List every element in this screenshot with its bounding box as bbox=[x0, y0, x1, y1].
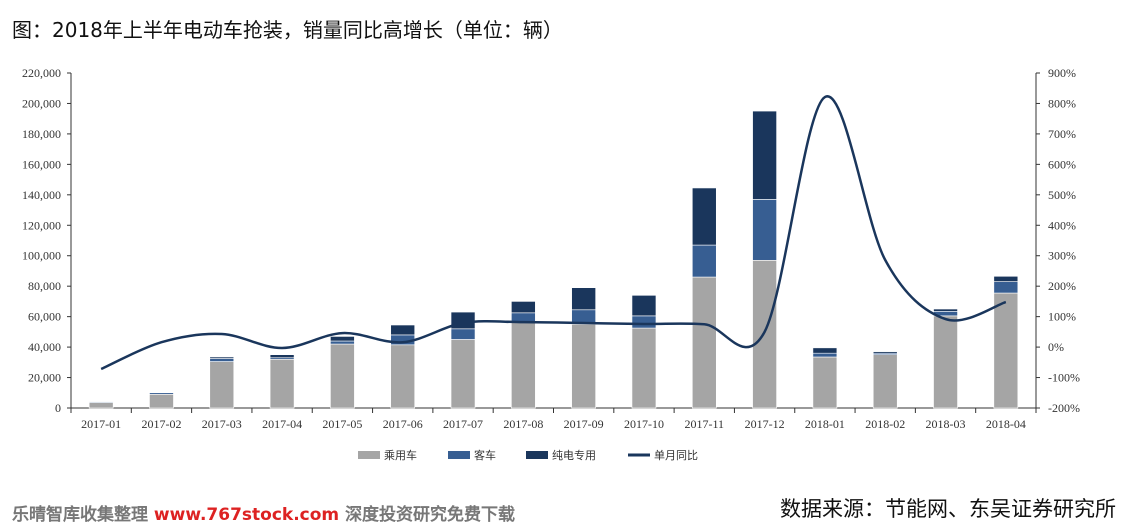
x-tick-label: 2017-08 bbox=[503, 417, 543, 431]
bar-乘用车 bbox=[450, 339, 476, 409]
legend-swatch-纯电专用 bbox=[526, 451, 548, 459]
bar-客车 bbox=[812, 352, 838, 358]
right-tick-label: 900% bbox=[1048, 66, 1076, 80]
bar-纯电专用 bbox=[511, 301, 536, 314]
bar-乘用车 bbox=[691, 276, 717, 409]
x-tick-label: 2017-06 bbox=[383, 417, 423, 431]
x-tick-label: 2017-07 bbox=[443, 417, 483, 431]
watermark: 乐晴智库收集整理 www.767stock.com 深度投资研究免费下载 bbox=[12, 500, 515, 525]
x-tick-label: 2017-12 bbox=[745, 417, 785, 431]
left-tick-label: 40,000 bbox=[28, 340, 61, 354]
left-tick-label: 0 bbox=[55, 401, 61, 415]
line-单月同比 bbox=[100, 95, 1007, 371]
left-tick-label: 80,000 bbox=[28, 279, 61, 293]
bar-纯电专用 bbox=[390, 324, 416, 336]
bar-乘用车 bbox=[511, 321, 536, 409]
left-tick-label: 160,000 bbox=[22, 157, 61, 171]
bar-纯电专用 bbox=[993, 275, 1019, 282]
legend-label: 单月同比 bbox=[654, 449, 698, 462]
right-tick-label: 700% bbox=[1048, 127, 1076, 141]
bar-客车 bbox=[993, 281, 1019, 294]
x-tick-label: 2018-01 bbox=[805, 417, 845, 431]
x-tick-label: 2017-03 bbox=[202, 417, 242, 431]
right-tick-label: -200% bbox=[1048, 401, 1080, 415]
bar-乘用车 bbox=[390, 344, 416, 409]
bar-纯电专用 bbox=[933, 308, 958, 312]
bar-乘用车 bbox=[149, 393, 174, 409]
bar-客车 bbox=[88, 401, 114, 403]
right-tick-label: 300% bbox=[1048, 249, 1076, 263]
x-tick-label: 2017-01 bbox=[81, 417, 121, 431]
bar-乘用车 bbox=[330, 343, 355, 409]
x-tick-label: 2017-10 bbox=[624, 417, 664, 431]
source-note: 数据来源：节能网、东吴证券研究所 bbox=[780, 497, 1116, 521]
legend-label: 客车 bbox=[474, 448, 496, 462]
bar-乘用车 bbox=[269, 358, 295, 409]
bar-客车 bbox=[511, 312, 536, 323]
legend-swatch-乘用车 bbox=[358, 451, 380, 459]
left-tick-label: 180,000 bbox=[22, 127, 61, 141]
bar-纯电专用 bbox=[330, 336, 355, 342]
x-tick-label: 2017-09 bbox=[564, 417, 604, 431]
bar-纯电专用 bbox=[571, 287, 596, 311]
right-tick-label: 200% bbox=[1048, 279, 1076, 293]
right-tick-label: 100% bbox=[1048, 310, 1076, 324]
left-tick-label: 60,000 bbox=[28, 310, 61, 324]
bar-客车 bbox=[209, 358, 235, 362]
bar-乘用车 bbox=[933, 315, 958, 409]
bar-客车 bbox=[450, 328, 476, 340]
x-tick-label: 2017-05 bbox=[322, 417, 362, 431]
legend-label: 纯电专用 bbox=[552, 448, 596, 462]
chart-title: 图：2018年上半年电动车抢装，销量同比高增长（单位：辆） bbox=[12, 18, 563, 42]
left-tick-label: 200,000 bbox=[22, 96, 61, 110]
x-tick-label: 2018-04 bbox=[986, 417, 1026, 431]
legend-swatch-客车 bbox=[448, 451, 470, 459]
bar-客车 bbox=[631, 315, 657, 329]
watermark-right: 深度投资研究免费下载 bbox=[345, 505, 516, 525]
bar-乘用车 bbox=[872, 354, 898, 409]
watermark-url: www.767stock.com bbox=[153, 505, 340, 525]
bar-客车 bbox=[149, 392, 174, 395]
bar-纯电专用 bbox=[631, 295, 657, 317]
bar-乘用车 bbox=[631, 327, 657, 409]
right-tick-label: 400% bbox=[1048, 218, 1076, 232]
right-tick-label: 600% bbox=[1048, 157, 1076, 171]
left-tick-label: 220,000 bbox=[22, 66, 61, 80]
left-tick-label: 140,000 bbox=[22, 188, 61, 202]
x-tick-label: 2017-02 bbox=[141, 417, 181, 431]
x-tick-label: 2018-03 bbox=[926, 417, 966, 431]
left-tick-label: 120,000 bbox=[22, 218, 61, 232]
bar-乘用车 bbox=[812, 356, 838, 409]
bar-纯电专用 bbox=[209, 356, 235, 359]
right-tick-label: 800% bbox=[1048, 96, 1076, 110]
bar-客车 bbox=[691, 244, 717, 278]
x-tick-label: 2017-04 bbox=[262, 417, 302, 431]
right-tick-label: 500% bbox=[1048, 188, 1076, 202]
left-tick-label: 20,000 bbox=[28, 371, 61, 385]
bar-客车 bbox=[752, 199, 777, 261]
right-tick-label: 0% bbox=[1048, 340, 1064, 354]
bar-乘用车 bbox=[993, 292, 1019, 409]
bar-纯电专用 bbox=[812, 347, 838, 354]
bar-乘用车 bbox=[571, 323, 596, 409]
x-tick-label: 2018-02 bbox=[865, 417, 905, 431]
x-tick-label: 2017-11 bbox=[685, 417, 725, 431]
legend-label: 乘用车 bbox=[384, 448, 417, 462]
bar-纯电专用 bbox=[269, 354, 295, 359]
bar-乘用车 bbox=[209, 361, 235, 409]
right-tick-label: -100% bbox=[1048, 371, 1080, 385]
bar-乘用车 bbox=[88, 402, 114, 409]
watermark-left: 乐晴智库收集整理 bbox=[12, 505, 148, 525]
bar-纯电专用 bbox=[752, 110, 777, 200]
left-tick-label: 100,000 bbox=[22, 249, 61, 263]
bar-纯电专用 bbox=[872, 351, 898, 354]
bar-客车 bbox=[330, 340, 355, 345]
bar-纯电专用 bbox=[691, 187, 717, 246]
